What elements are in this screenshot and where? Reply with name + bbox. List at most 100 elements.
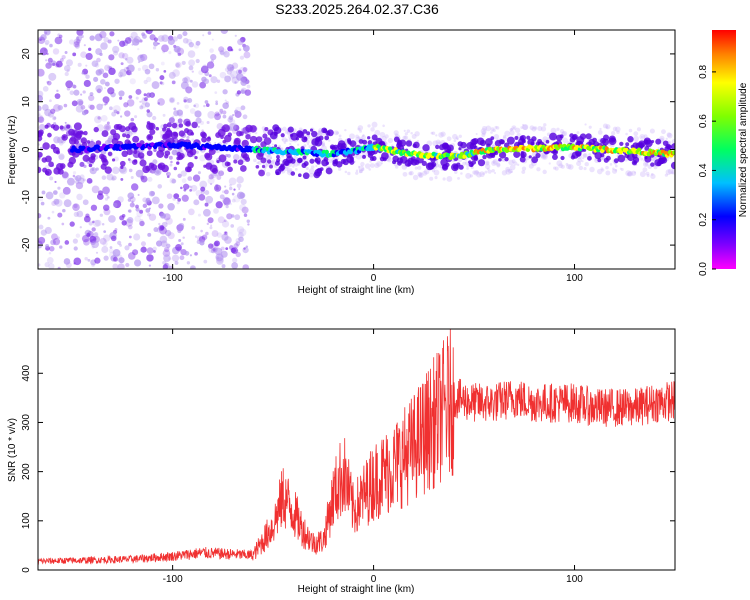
heatmap-cell — [560, 164, 565, 169]
heatmap-cell — [361, 135, 364, 138]
heatmap-cell — [216, 79, 221, 83]
heatmap-cell — [124, 110, 131, 117]
heatmap-cell — [243, 247, 246, 250]
heatmap-cell — [556, 127, 560, 131]
heatmap-cell — [106, 173, 114, 181]
snr-xlabel: Height of straight line (km) — [298, 584, 415, 595]
heatmap-cell — [670, 171, 674, 175]
heatmap-cell — [605, 165, 609, 170]
heatmap-cell — [201, 129, 204, 132]
heatmap-cell — [114, 228, 118, 231]
heatmap-cell — [94, 33, 103, 42]
heatmap-cell — [191, 225, 196, 230]
heatmap-cell — [92, 220, 95, 224]
heatmap-cell — [527, 138, 535, 146]
heatmap-cell — [211, 167, 218, 174]
heatmap-cell — [608, 137, 617, 146]
heatmap-cell — [279, 164, 286, 171]
heatmap-cell — [485, 161, 489, 165]
heatmap-cell — [171, 115, 175, 119]
heatmap-cell — [151, 81, 160, 89]
heatmap-cell — [189, 108, 196, 114]
heatmap-cell — [479, 171, 485, 178]
heatmap-cell — [246, 219, 250, 223]
heatmap-cell — [581, 156, 585, 160]
heatmap-cell — [172, 197, 177, 201]
heatmap-cell — [220, 111, 223, 115]
heatmap-cell — [176, 102, 180, 105]
heatmap-cell — [220, 250, 228, 258]
heatmap-cell — [234, 109, 239, 114]
heatmap-cell — [430, 131, 434, 135]
heatmap-cell — [287, 167, 293, 173]
heatmap-cell — [91, 185, 100, 194]
heatmap-cell — [301, 136, 308, 143]
heatmap-cell — [63, 199, 72, 208]
heatmap-cell — [235, 251, 241, 258]
heatmap-cell — [367, 124, 371, 128]
heatmap-cell — [168, 155, 173, 160]
heatmap-cell — [289, 142, 292, 146]
heatmap-cell — [369, 163, 375, 168]
heatmap-cell — [240, 79, 248, 86]
heatmap-cell — [211, 38, 214, 41]
heatmap-cell — [619, 141, 624, 147]
heatmap-cell — [114, 78, 120, 84]
heatmap-cell — [48, 251, 52, 255]
heatmap-cell — [476, 171, 482, 178]
heatmap-cell — [146, 247, 154, 254]
heatmap-cell — [81, 71, 85, 75]
heatmap-cell — [327, 158, 333, 164]
heatmap-cell — [231, 247, 238, 254]
heatmap-cell — [229, 184, 232, 187]
heatmap-cell — [82, 178, 86, 182]
spectrogram-ytick-label: -20 — [21, 237, 32, 252]
heatmap-cell — [104, 197, 109, 201]
heatmap-cell — [166, 175, 170, 179]
heatmap-cell — [55, 60, 63, 68]
heatmap-cell — [50, 124, 56, 129]
heatmap-cell — [458, 147, 462, 151]
heatmap-cell — [511, 159, 516, 164]
heatmap-cell — [491, 169, 495, 173]
heatmap-cell — [188, 41, 194, 48]
heatmap-cell — [49, 246, 55, 252]
heatmap-cell — [72, 203, 80, 212]
heatmap-cell — [178, 222, 185, 229]
heatmap-cell — [164, 130, 173, 139]
heatmap-cell — [219, 71, 227, 79]
heatmap-cell — [56, 163, 64, 171]
heatmap-cell — [132, 203, 135, 206]
heatmap-cell — [671, 143, 675, 151]
heatmap-cell — [376, 161, 382, 167]
heatmap-cell — [347, 171, 351, 176]
heatmap-cell — [308, 172, 314, 178]
heatmap-cell — [45, 191, 54, 200]
heatmap-cell — [315, 164, 318, 168]
heatmap-cell — [243, 51, 251, 59]
heatmap-cell — [144, 102, 150, 108]
heatmap-cell — [242, 247, 249, 254]
heatmap-cell — [95, 251, 99, 254]
heatmap-cell — [226, 63, 233, 70]
heatmap-cell — [118, 125, 126, 133]
heatmap-cell — [460, 172, 463, 175]
heatmap-cell — [184, 104, 189, 109]
heatmap-cell — [73, 122, 82, 131]
heatmap-cell — [150, 93, 154, 98]
heatmap-cell — [195, 117, 202, 124]
heatmap-cell — [234, 137, 241, 145]
heatmap-cell — [147, 176, 153, 182]
heatmap-cell — [387, 137, 394, 144]
heatmap-cell — [207, 177, 215, 185]
heatmap-cell — [173, 107, 177, 111]
heatmap-cell — [61, 134, 68, 141]
heatmap-cell — [137, 47, 140, 51]
heatmap-cell — [148, 63, 155, 70]
snr-series-line — [38, 329, 675, 565]
heatmap-cell — [38, 105, 42, 112]
heatmap-cell — [127, 209, 131, 213]
heatmap-cell — [176, 161, 180, 165]
heatmap-cell — [134, 215, 141, 222]
heatmap-cell — [79, 226, 82, 229]
